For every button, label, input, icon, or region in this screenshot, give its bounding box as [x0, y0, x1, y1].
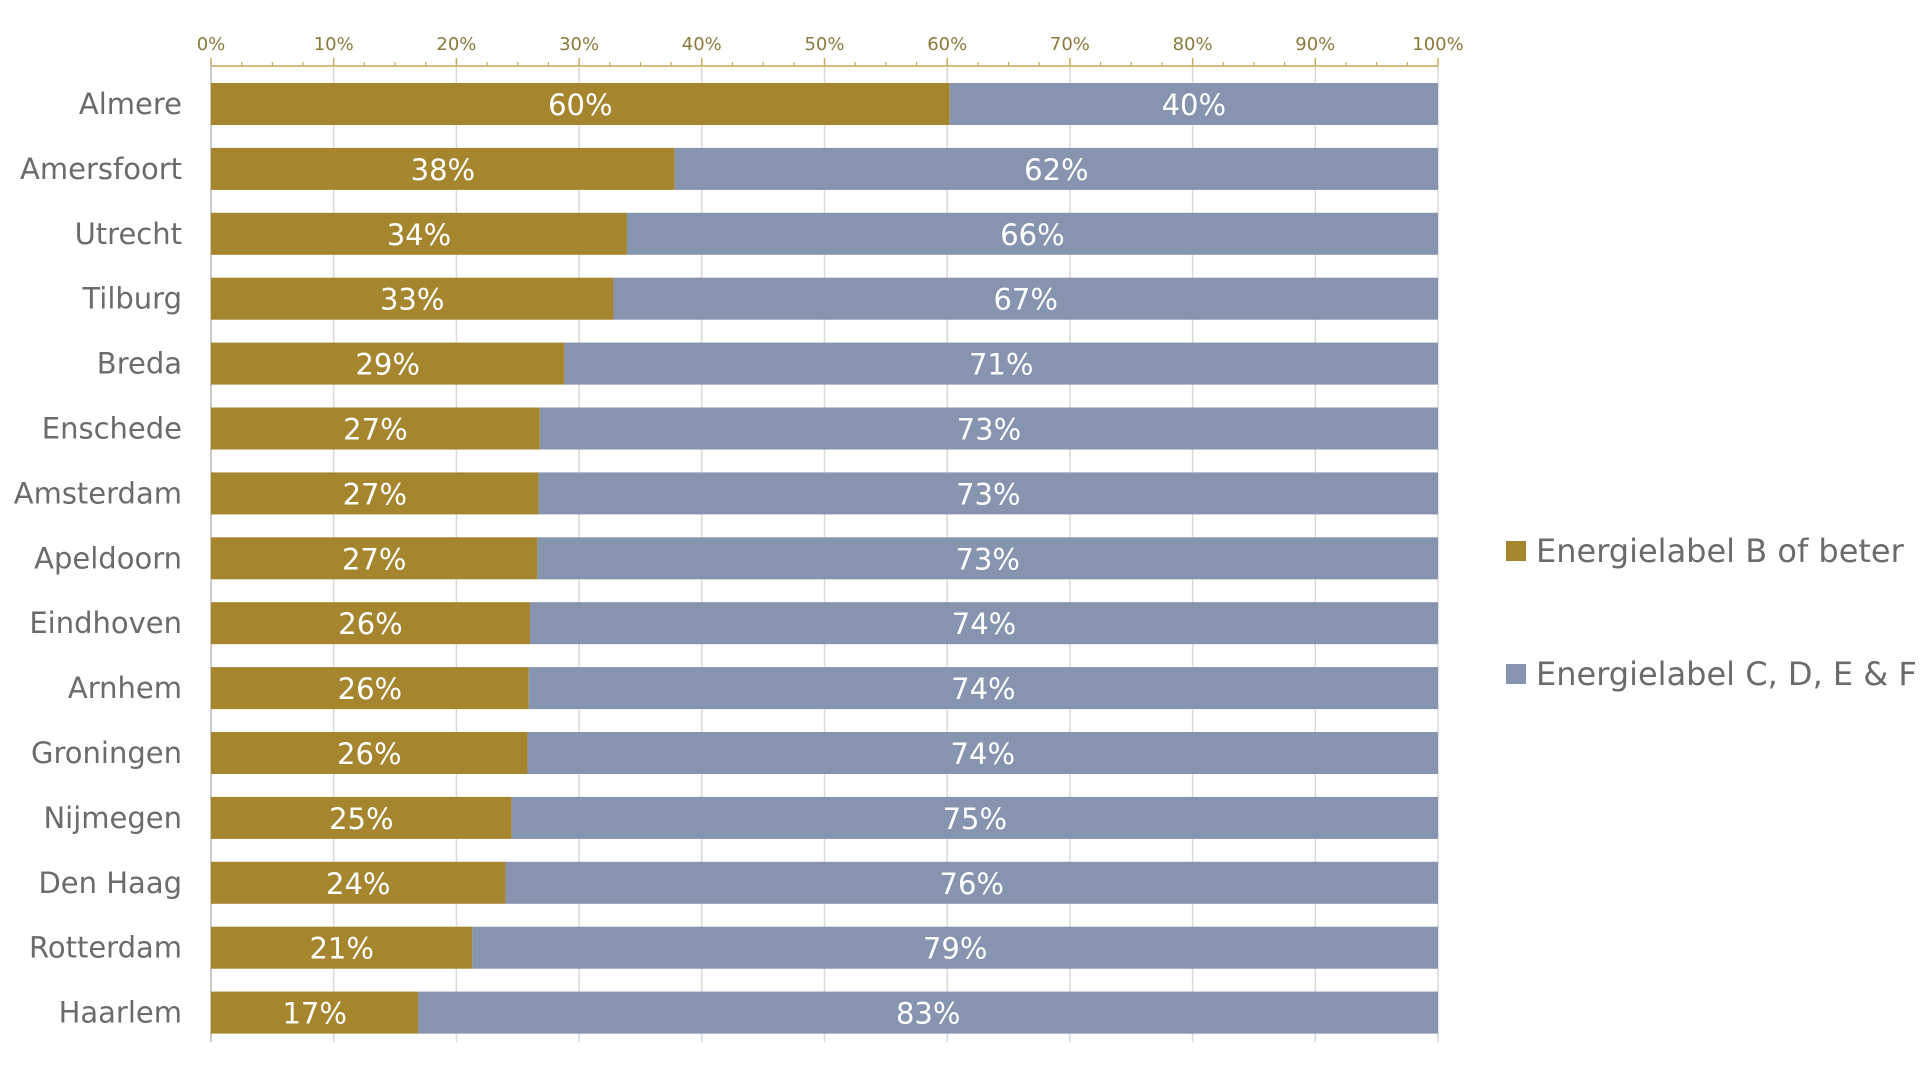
x-tick-label: 10% — [314, 34, 354, 55]
bar-segment — [211, 667, 529, 710]
data-label: 26% — [337, 737, 401, 771]
data-label: 21% — [309, 932, 373, 966]
category-label: Arnhem — [68, 671, 182, 705]
bar-segment — [626, 212, 1438, 255]
data-label: 29% — [355, 348, 419, 382]
category-label: Utrecht — [75, 217, 182, 251]
data-label: 34% — [387, 218, 451, 252]
legend-label: Energielabel C, D, E & F — [1536, 655, 1917, 693]
data-label: 75% — [943, 802, 1007, 836]
bar-segment — [674, 147, 1438, 190]
bar-segment — [949, 83, 1438, 125]
data-label: 25% — [329, 802, 393, 836]
data-label: 73% — [956, 477, 1020, 511]
bar-segment — [564, 342, 1438, 385]
bar-segment — [211, 212, 627, 255]
data-label: 71% — [969, 348, 1033, 382]
x-tick-label: 30% — [559, 34, 599, 55]
data-label: 24% — [326, 867, 390, 901]
category-label: Den Haag — [38, 866, 182, 900]
bar-segment — [528, 667, 1438, 710]
data-label: 62% — [1024, 153, 1088, 187]
bar-segment — [211, 796, 512, 839]
bar-segment — [472, 926, 1438, 969]
data-label: 27% — [342, 542, 406, 576]
bar-segment — [211, 342, 565, 385]
category-label: Eindhoven — [29, 606, 182, 640]
data-label: 73% — [957, 413, 1021, 447]
data-label: 27% — [343, 477, 407, 511]
category-label: Enschede — [42, 412, 182, 446]
category-labels: Almere Amersfoort Utrecht Tilburg Breda Ensch… — [14, 87, 182, 1030]
bar-segment — [527, 732, 1438, 774]
data-label: 66% — [1000, 218, 1064, 252]
bar-segment — [539, 407, 1438, 450]
category-label: Haarlem — [59, 996, 182, 1030]
data-label: 83% — [896, 997, 960, 1031]
bar-segment — [211, 602, 531, 645]
category-label: Rotterdam — [29, 931, 182, 965]
category-label: Nijmegen — [43, 801, 182, 835]
category-label: Tilburg — [81, 282, 182, 316]
x-tick-label: 90% — [1295, 34, 1335, 55]
category-label: Breda — [97, 347, 182, 381]
data-label: 74% — [951, 672, 1015, 706]
bar-segment — [505, 861, 1439, 904]
bar-segment — [538, 472, 1438, 515]
x-tick-label: 80% — [1173, 34, 1213, 55]
data-label: 76% — [940, 867, 1004, 901]
data-label: 27% — [343, 413, 407, 447]
data-label: 60% — [548, 88, 612, 122]
bar-segment — [537, 537, 1438, 580]
category-label: Amsterdam — [14, 476, 182, 510]
x-tick-label: 70% — [1050, 34, 1090, 55]
bar-segment — [211, 277, 614, 320]
data-label: 17% — [282, 997, 346, 1031]
data-label: 38% — [411, 153, 475, 187]
category-label: Groningen — [31, 736, 182, 770]
bar-segment — [211, 83, 950, 125]
x-tick-label: 20% — [436, 34, 476, 55]
bar-segment — [211, 991, 419, 1034]
bar-segment — [211, 537, 538, 580]
x-tick-label: 100% — [1412, 34, 1463, 55]
bar-segment — [211, 861, 506, 904]
bar-segment — [418, 991, 1438, 1034]
bar-segment — [511, 796, 1438, 839]
x-tick-label: 40% — [682, 34, 722, 55]
bar-segment — [211, 472, 539, 515]
bar-segment — [211, 147, 675, 190]
category-label: Amersfoort — [20, 152, 182, 186]
bars: 60% 40% 38% 62% 34% 66% 33% 67% 29% 71% 27% 73% 27% 7… — [211, 83, 1439, 1034]
data-label: 26% — [338, 607, 402, 641]
data-label: 26% — [338, 672, 402, 706]
x-tick-label: 60% — [927, 34, 967, 55]
data-label: 33% — [380, 283, 444, 317]
legend-swatch — [1506, 541, 1526, 561]
data-label: 40% — [1162, 88, 1226, 122]
x-tick-label: 50% — [804, 34, 844, 55]
category-label: Almere — [79, 87, 182, 121]
x-tick-label: 0% — [197, 34, 226, 55]
legend-label: Energielabel B of beter — [1536, 532, 1905, 570]
data-label: 73% — [955, 542, 1019, 576]
data-label: 67% — [993, 283, 1057, 317]
bar-segment — [530, 602, 1438, 645]
data-label: 74% — [951, 737, 1015, 771]
legend: Energielabel B of beter Energielabel C, D… — [1506, 532, 1917, 693]
legend-swatch — [1506, 664, 1526, 684]
bar-segment — [613, 277, 1438, 320]
bar-segment — [211, 407, 540, 450]
bar-segment — [211, 926, 473, 969]
data-label: 79% — [923, 932, 987, 966]
data-label: 74% — [952, 607, 1016, 641]
bar-segment — [211, 732, 528, 774]
category-label: Apeldoorn — [34, 541, 182, 575]
